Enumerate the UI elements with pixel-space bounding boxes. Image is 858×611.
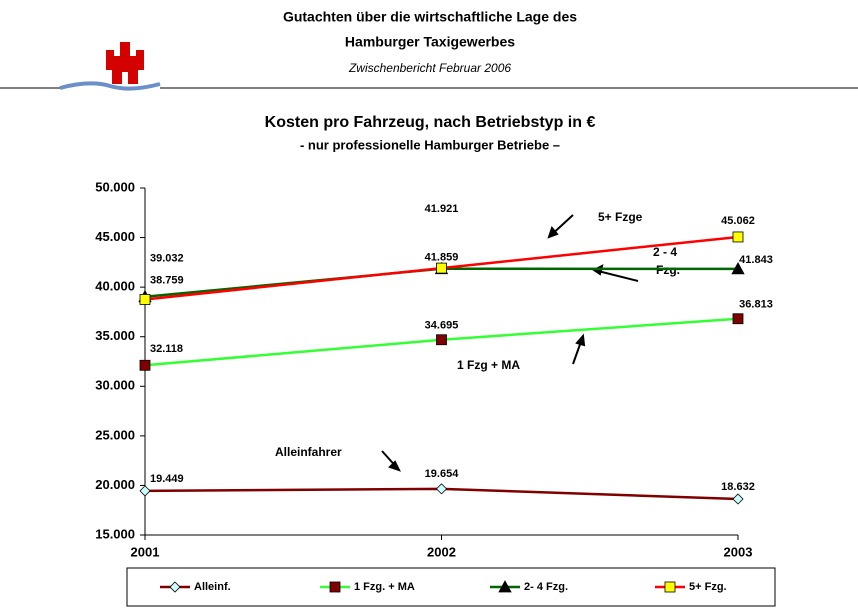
legend-marker	[169, 581, 181, 593]
point	[436, 334, 447, 346]
legend-marker	[329, 581, 341, 593]
point	[139, 485, 151, 497]
legend-marker	[664, 581, 676, 593]
header-subtitle: Zwischenbericht Februar 2006	[348, 61, 511, 75]
point	[435, 483, 448, 495]
data-label: 32.118	[150, 343, 183, 355]
data-label: 45.062	[721, 215, 755, 227]
legend-label: 2- 4 Fzg.	[524, 581, 568, 593]
point	[732, 313, 744, 325]
data-label: 19.449	[150, 473, 184, 485]
point	[139, 294, 151, 305]
data-label: 41.921	[425, 203, 459, 215]
y-tick-label: 45.000	[95, 229, 135, 244]
y-tick-label: 15.000	[95, 526, 135, 541]
y-tick-label: 25.000	[95, 427, 135, 442]
point	[436, 262, 447, 274]
data-label: 38.759	[150, 274, 184, 286]
chart-subtitle: - nur professionelle Hamburger Betriebe …	[300, 137, 560, 152]
header-title: Gutachten über die wirtschaftliche Lage …	[283, 9, 577, 25]
data-label: 18.632	[721, 481, 755, 493]
logo	[59, 42, 161, 91]
y-tick-label: 40.000	[95, 279, 135, 294]
annotation: 5+ Fzge	[598, 210, 643, 224]
point	[732, 231, 744, 243]
x-tick-label: 2001	[131, 544, 160, 559]
x-tick-label: 2002	[427, 544, 456, 559]
point	[139, 359, 151, 371]
header-title: Hamburger Taxigewerbes	[345, 34, 515, 50]
legend-label: Alleinf.	[194, 581, 231, 593]
data-label: 39.032	[150, 253, 184, 265]
y-tick-label: 50.000	[95, 179, 135, 194]
chart-title: Kosten pro Fahrzeug, nach Betriebstyp in…	[265, 114, 596, 131]
x-tick-label: 2003	[724, 544, 753, 559]
y-tick-label: 20.000	[95, 477, 135, 492]
legend-label: 5+ Fzg.	[689, 581, 727, 593]
data-label: 41.859	[425, 252, 459, 264]
annotation: 1 Fzg + MA	[457, 358, 520, 372]
y-tick-label: 35.000	[95, 328, 135, 343]
data-label: 19.654	[425, 468, 460, 480]
annotation: 2 - 4	[653, 245, 677, 259]
data-label: 36.813	[739, 299, 773, 311]
point	[732, 493, 744, 505]
data-label: 34.695	[425, 320, 459, 332]
annotation: Alleinfahrer	[275, 445, 342, 459]
y-tick-label: 30.000	[95, 378, 135, 393]
point	[731, 262, 745, 275]
annotation: Fzg.	[656, 263, 680, 277]
data-label: 41.843	[739, 254, 773, 266]
legend-label: 1 Fzg. + MA	[354, 581, 415, 593]
legend-marker	[498, 580, 512, 593]
